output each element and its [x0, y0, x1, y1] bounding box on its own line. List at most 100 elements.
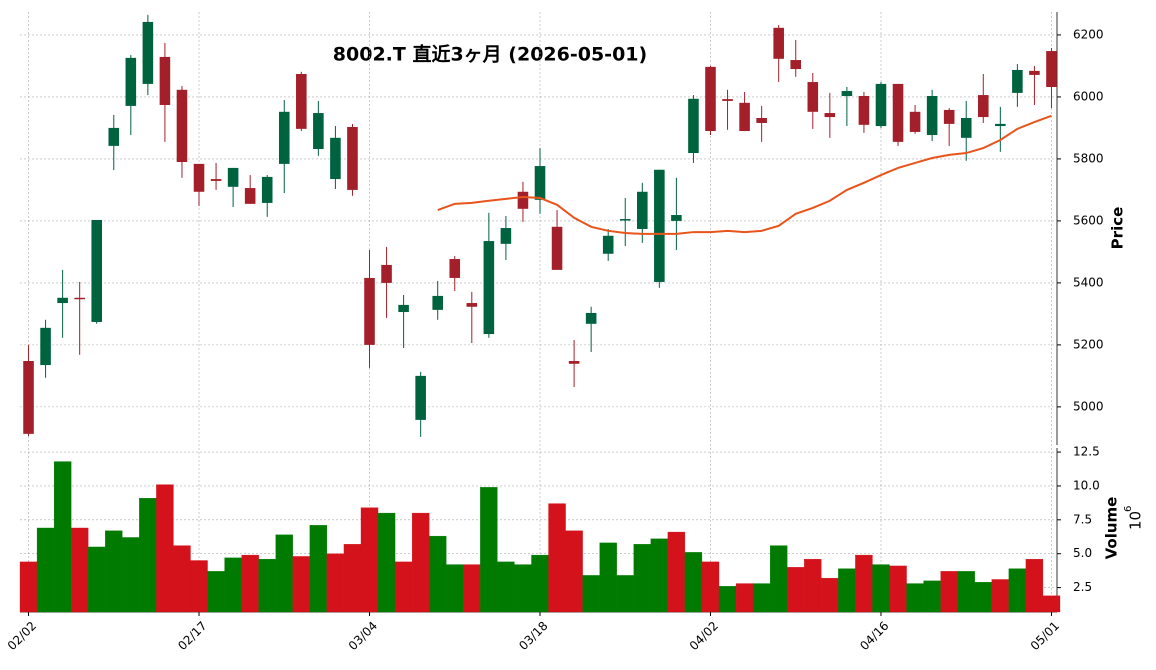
- candle-body: [960, 118, 972, 138]
- candle-body: [943, 109, 955, 124]
- volume-bar: [974, 582, 992, 613]
- volume-bar: [224, 557, 242, 613]
- moving-average-line: [437, 114, 1052, 235]
- volume-bar: [599, 542, 617, 613]
- volume-bar: [923, 580, 941, 613]
- candle-body: [602, 235, 614, 254]
- candle-body: [1029, 70, 1040, 75]
- volume-bar: [497, 561, 515, 613]
- candle-body: [517, 191, 529, 209]
- volume-bar: [139, 497, 157, 613]
- candle-body: [568, 361, 580, 364]
- volume-bar: [548, 503, 566, 613]
- y-tick-label: 6200: [1073, 27, 1104, 41]
- volume-bar: [207, 571, 225, 613]
- candle-body: [756, 118, 767, 123]
- volume-bar: [292, 556, 310, 613]
- candle-body: [892, 83, 904, 142]
- volume-bar: [906, 583, 924, 613]
- candle-body: [108, 127, 120, 146]
- candle-body: [995, 123, 1006, 127]
- candle-body: [926, 95, 938, 136]
- candle-body: [40, 327, 51, 366]
- volume-bar: [718, 586, 737, 613]
- y-tick-label: 10.0: [1073, 478, 1100, 492]
- volume-bar: [88, 546, 106, 613]
- candle-body: [449, 259, 461, 278]
- candle-body: [381, 264, 392, 283]
- candle-body: [824, 113, 836, 118]
- volume-bar: [872, 564, 890, 613]
- volume-bar: [70, 527, 89, 613]
- volume-bar: [991, 579, 1010, 613]
- volume-bar: [343, 544, 362, 613]
- candle-body: [534, 166, 546, 200]
- volume-bar: [36, 527, 55, 613]
- volume-bar: [804, 558, 822, 613]
- candle-body: [483, 241, 495, 335]
- volume-bar: [633, 544, 651, 613]
- volume-bar: [1025, 558, 1044, 613]
- y-tick-label: 5200: [1073, 337, 1104, 351]
- candle-body: [977, 95, 989, 118]
- candle-body: [347, 126, 358, 190]
- candle-body: [210, 179, 222, 181]
- candle-body: [858, 95, 870, 125]
- candle-body: [278, 111, 290, 164]
- y-tick-label: 5600: [1073, 213, 1104, 227]
- volume-bar: [19, 561, 38, 613]
- candle-body: [296, 73, 307, 129]
- candle-body: [313, 113, 324, 149]
- candle-body: [415, 375, 426, 420]
- volume-bar: [411, 512, 430, 613]
- candle-body: [551, 226, 563, 270]
- y-tick-label: 6000: [1073, 89, 1104, 103]
- candle-body: [57, 297, 68, 304]
- candle-body: [585, 312, 597, 324]
- multiplier-exponent: 6: [1123, 506, 1134, 512]
- candle-body: [790, 60, 802, 70]
- candle-body: [500, 228, 512, 244]
- volume-multiplier: 10 6: [1123, 506, 1145, 530]
- candle-body: [466, 303, 478, 307]
- candle-body: [398, 304, 409, 313]
- volume-bar: [394, 561, 413, 613]
- volume-bar: [360, 507, 379, 613]
- y-tick-label: 5000: [1073, 399, 1104, 413]
- volume-bar: [275, 534, 293, 613]
- multiplier-base: 10: [1127, 511, 1145, 530]
- y-tick-label: 2.5: [1073, 580, 1092, 594]
- y-tick-label: 7.5: [1073, 512, 1092, 526]
- candle-body: [261, 176, 273, 203]
- candle-body: [159, 56, 171, 105]
- volume-bar: [957, 571, 975, 613]
- candle-body: [773, 27, 784, 59]
- candle-body: [364, 277, 375, 345]
- volume-bar: [889, 565, 907, 613]
- x-tick-label: 02/17: [175, 619, 209, 653]
- volume-bar: [667, 531, 686, 613]
- volume-bar: [684, 552, 703, 613]
- candle-body: [739, 102, 750, 132]
- volume-bar: [582, 575, 600, 613]
- volume-bar: [940, 571, 958, 613]
- volume-bar: [190, 560, 208, 613]
- volume-bar: [735, 583, 754, 613]
- x-tick-label: 03/18: [516, 619, 550, 653]
- candle-body: [23, 361, 34, 434]
- volume-bar: [616, 575, 634, 613]
- volume-bar: [787, 567, 805, 613]
- volume-bar: [309, 525, 328, 613]
- volume-bar: [105, 530, 123, 613]
- candle-body: [91, 219, 103, 322]
- volume-bar: [463, 564, 481, 613]
- candle-body: [244, 188, 256, 204]
- candle-body: [909, 111, 921, 132]
- candle-body: [330, 137, 341, 180]
- volume-bar: [326, 553, 345, 613]
- candle-body: [671, 215, 682, 221]
- volume-bar: [241, 554, 259, 613]
- candle-body: [1046, 51, 1057, 88]
- volume-bar: [514, 564, 532, 613]
- candle-body: [619, 219, 631, 221]
